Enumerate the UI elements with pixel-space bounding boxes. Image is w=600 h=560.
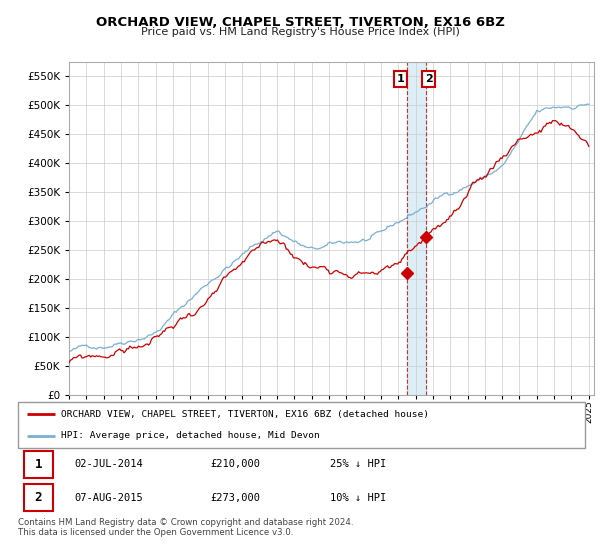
Text: 25% ↓ HPI: 25% ↓ HPI — [330, 459, 386, 469]
Text: 07-AUG-2015: 07-AUG-2015 — [75, 493, 143, 503]
Bar — [407, 62, 426, 395]
Text: 02-JUL-2014: 02-JUL-2014 — [75, 459, 143, 469]
Text: £273,000: £273,000 — [211, 493, 261, 503]
Text: £210,000: £210,000 — [211, 459, 261, 469]
FancyBboxPatch shape — [18, 402, 585, 448]
Text: 2: 2 — [425, 74, 433, 84]
Text: 1: 1 — [397, 74, 404, 84]
FancyBboxPatch shape — [23, 451, 53, 478]
Text: ORCHARD VIEW, CHAPEL STREET, TIVERTON, EX16 6BZ: ORCHARD VIEW, CHAPEL STREET, TIVERTON, E… — [95, 16, 505, 29]
FancyBboxPatch shape — [23, 484, 53, 511]
Text: 10% ↓ HPI: 10% ↓ HPI — [330, 493, 386, 503]
Text: ORCHARD VIEW, CHAPEL STREET, TIVERTON, EX16 6BZ (detached house): ORCHARD VIEW, CHAPEL STREET, TIVERTON, E… — [61, 410, 428, 419]
Text: Contains HM Land Registry data © Crown copyright and database right 2024.
This d: Contains HM Land Registry data © Crown c… — [18, 518, 353, 538]
Text: Price paid vs. HM Land Registry's House Price Index (HPI): Price paid vs. HM Land Registry's House … — [140, 27, 460, 37]
Text: HPI: Average price, detached house, Mid Devon: HPI: Average price, detached house, Mid … — [61, 431, 319, 440]
Text: 1: 1 — [35, 458, 42, 471]
Text: 2: 2 — [35, 491, 42, 505]
